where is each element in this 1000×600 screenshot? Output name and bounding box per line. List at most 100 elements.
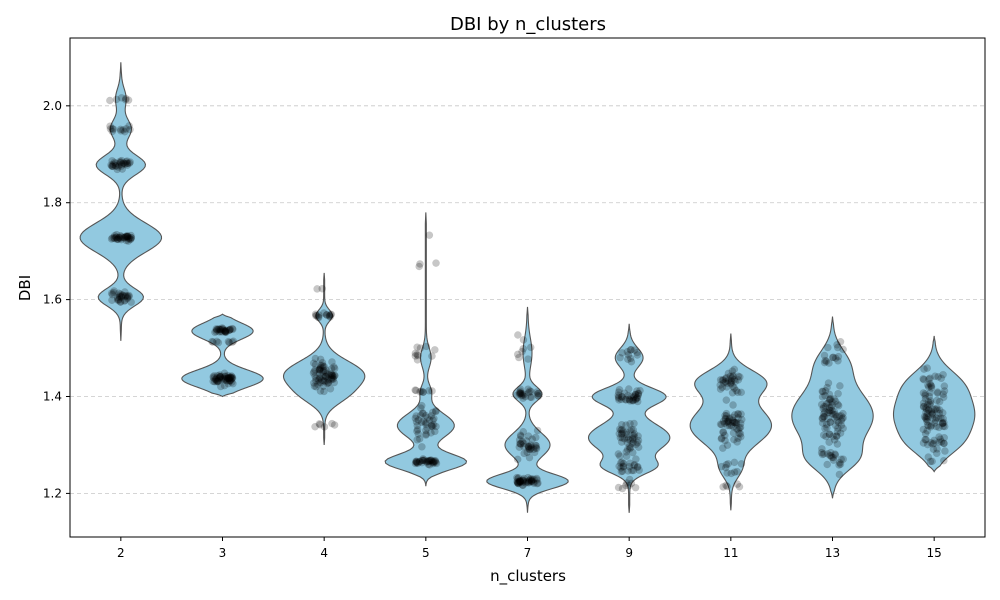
data-point xyxy=(728,367,737,375)
data-point xyxy=(228,374,236,382)
data-point xyxy=(209,377,217,386)
data-point xyxy=(940,418,948,427)
data-point xyxy=(829,432,837,441)
data-point xyxy=(627,425,636,434)
data-point xyxy=(221,372,229,381)
data-point xyxy=(228,324,237,333)
violin-13 xyxy=(791,316,874,499)
data-point xyxy=(619,463,628,471)
data-point xyxy=(839,424,847,433)
data-point xyxy=(126,125,134,134)
data-point xyxy=(630,419,638,428)
data-point xyxy=(210,372,218,380)
data-point xyxy=(320,362,329,371)
data-point xyxy=(224,371,232,380)
data-point xyxy=(722,460,731,469)
data-point xyxy=(935,423,943,432)
data-point xyxy=(225,326,233,335)
data-point xyxy=(823,409,832,417)
data-point xyxy=(523,448,532,457)
data-point xyxy=(123,232,132,241)
data-point xyxy=(532,444,541,453)
data-point xyxy=(830,414,839,423)
data-point xyxy=(831,421,840,430)
data-point xyxy=(226,325,235,334)
data-point xyxy=(222,326,231,335)
data-point xyxy=(736,373,744,381)
data-point xyxy=(518,478,527,487)
data-point xyxy=(515,390,524,398)
data-point xyxy=(324,375,333,384)
data-point xyxy=(110,287,118,295)
data-point xyxy=(418,456,427,465)
data-point xyxy=(734,434,742,443)
data-point xyxy=(626,346,635,354)
data-point xyxy=(310,382,319,390)
data-point xyxy=(940,422,949,431)
data-point xyxy=(924,422,933,430)
data-point xyxy=(330,364,339,373)
data-point xyxy=(327,310,336,319)
data-point xyxy=(728,413,737,422)
data-point xyxy=(313,285,321,293)
data-point xyxy=(213,377,222,385)
data-point xyxy=(533,388,541,396)
data-point xyxy=(214,377,222,385)
data-point xyxy=(124,232,132,241)
data-point xyxy=(429,458,437,466)
data-point xyxy=(730,458,739,467)
data-point xyxy=(924,381,932,389)
data-point xyxy=(422,342,431,351)
data-point xyxy=(818,445,826,453)
data-point xyxy=(413,427,421,435)
data-point xyxy=(928,410,936,418)
data-point xyxy=(529,478,538,486)
data-point xyxy=(727,376,736,385)
data-point xyxy=(818,450,827,459)
data-point xyxy=(524,385,532,393)
violin-11 xyxy=(689,333,773,511)
data-point xyxy=(517,432,525,441)
data-point xyxy=(940,439,948,448)
data-point xyxy=(817,400,826,409)
data-point xyxy=(614,388,623,396)
data-point xyxy=(216,373,224,381)
data-point xyxy=(630,433,639,441)
data-point xyxy=(311,422,319,431)
data-point xyxy=(723,482,731,491)
data-point xyxy=(422,430,430,439)
data-point xyxy=(528,435,537,443)
data-point xyxy=(121,232,130,241)
data-point xyxy=(313,380,322,389)
data-point xyxy=(825,430,834,439)
data-point xyxy=(614,394,623,402)
data-point xyxy=(112,233,121,242)
data-point xyxy=(719,428,728,436)
data-point xyxy=(936,435,945,444)
data-point xyxy=(529,445,538,454)
data-point xyxy=(927,381,935,390)
data-point xyxy=(311,354,320,363)
data-point xyxy=(215,373,224,382)
data-point xyxy=(113,295,122,304)
data-point xyxy=(839,455,848,464)
data-point xyxy=(631,395,640,404)
data-point xyxy=(923,427,932,435)
data-point xyxy=(411,352,420,360)
data-point xyxy=(221,327,230,336)
data-point xyxy=(325,312,334,320)
data-point xyxy=(328,374,337,383)
data-point xyxy=(515,478,524,487)
data-point xyxy=(826,418,834,427)
data-point xyxy=(518,481,527,489)
data-point xyxy=(116,125,125,134)
data-point xyxy=(322,366,330,374)
data-point xyxy=(315,366,323,374)
data-point xyxy=(935,438,943,447)
data-point xyxy=(626,436,635,445)
data-point xyxy=(821,424,829,433)
data-point xyxy=(729,429,738,437)
data-point xyxy=(423,457,432,466)
data-point xyxy=(526,393,535,401)
y-tick-label: 1.8 xyxy=(43,196,62,210)
